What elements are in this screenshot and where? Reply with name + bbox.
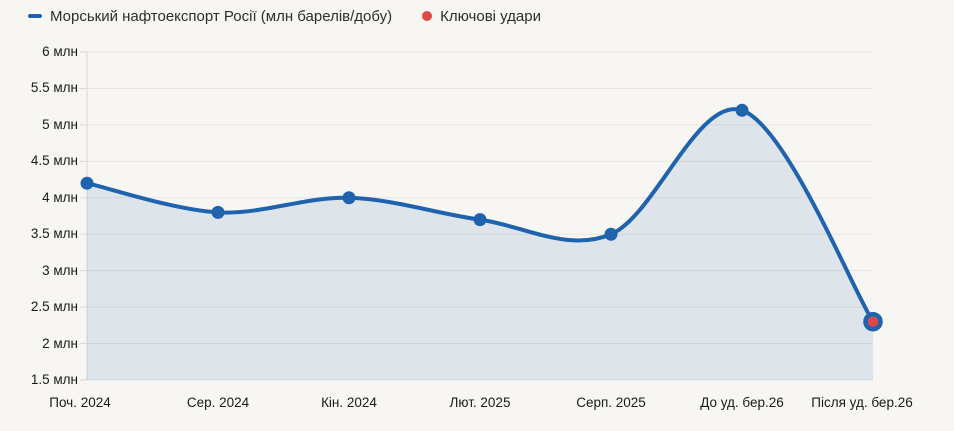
y-axis-label: 4.5 млн <box>30 153 78 169</box>
y-axis-label: 4 млн <box>42 189 78 205</box>
y-axis-label: 2.5 млн <box>30 299 78 315</box>
legend-item-key-strikes[interactable]: Ключові удари <box>422 8 541 25</box>
x-axis-label: До уд. бер.26 <box>700 395 784 410</box>
legend: Морський нафтоекспорт Росії (млн барелів… <box>28 6 541 26</box>
x-axis-label: Серп. 2025 <box>576 395 646 410</box>
data-point[interactable] <box>735 103 749 117</box>
data-point[interactable] <box>211 205 225 219</box>
legend-label-exports: Морський нафтоекспорт Росії (млн барелів… <box>50 7 393 25</box>
line-dash-icon <box>28 14 42 18</box>
data-point[interactable] <box>342 191 356 205</box>
x-axis-label: Лют. 2025 <box>449 395 511 410</box>
x-axis-label: Кін. 2024 <box>321 395 377 410</box>
key-strike-point[interactable] <box>863 311 883 332</box>
y-axis-label: 5.5 млн <box>30 80 78 96</box>
y-axis-label: 1.5 млн <box>30 372 78 387</box>
legend-item-exports[interactable]: Морський нафтоекспорт Росії (млн барелів… <box>28 8 392 25</box>
legend-label-key-strikes: Ключові удари <box>440 7 541 25</box>
y-axis-label: 2 млн <box>42 335 78 351</box>
x-axis-label: Сер. 2024 <box>186 395 250 410</box>
area-fill <box>87 109 873 380</box>
data-point[interactable] <box>604 227 618 241</box>
data-point[interactable] <box>473 213 487 227</box>
x-axis-label: Поч. 2024 <box>49 395 111 410</box>
x-axis-label: Після уд. бер.26 <box>811 395 913 410</box>
y-axis-label: 3.5 млн <box>30 226 78 242</box>
data-point[interactable] <box>80 176 94 190</box>
y-axis-label: 3 млн <box>42 262 78 278</box>
dot-icon <box>422 11 433 21</box>
y-axis-label: 5 млн <box>42 116 78 132</box>
y-axis-label: 6 млн <box>42 44 78 59</box>
